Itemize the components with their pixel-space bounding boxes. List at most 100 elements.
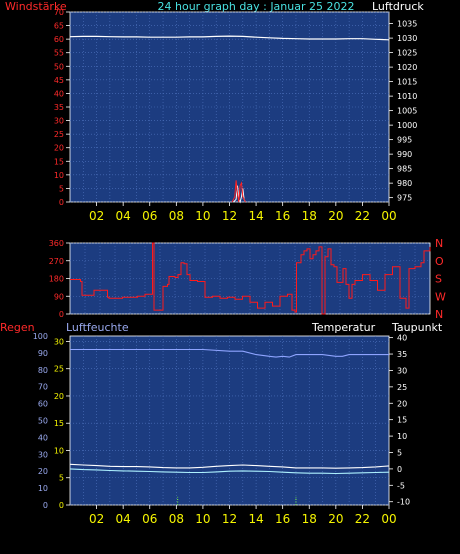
x-tick-label: 00 [381,209,396,223]
direction-tick-label: 0 [59,310,64,319]
temperature-tick-label: 20 [397,399,407,408]
temperature-tick-label: 15 [397,416,407,425]
pressure-tick-label: 1035 [397,20,417,29]
x-tick-label: 18 [302,209,317,223]
pressure-tick-label: 1010 [397,92,417,101]
humidity-tick-label: 80 [38,366,48,375]
wind-tick-label: 60 [54,35,64,44]
humidity-axis-title: Luftfeuchte [66,321,129,334]
wind-tick-label: 30 [54,117,64,126]
direction-tick-label: 90 [54,292,64,301]
temperature-tick-label: 25 [397,383,407,392]
x-tick-label: 10 [195,512,210,526]
temperature-tick-label: 30 [397,366,407,375]
compass-label: S [435,273,442,286]
dewpoint-axis-title: Taupunkt [391,321,443,334]
pressure-tick-label: 975 [397,194,412,203]
x-tick-label: 04 [116,209,131,223]
wind-tick-label: 65 [54,22,64,31]
humidity-tick-label: 10 [38,484,48,493]
wind-tick-label: 45 [54,76,64,85]
x-tick-label: 20 [328,512,343,526]
x-tick-label: 08 [169,209,184,223]
wind-tick-label: 0 [59,198,64,207]
compass-label: O [435,255,444,268]
rain-tick-label: 20 [54,392,64,401]
wind-tick-label: 50 [54,62,64,71]
pressure-tick-label: 1015 [397,78,417,87]
humidity-tick-label: 70 [38,383,48,392]
pressure-line [69,35,390,41]
compass-label: N [435,308,443,321]
pressure-tick-label: 1025 [397,49,417,58]
rain-tick-label: 5 [59,474,64,483]
wind-tick-label: 25 [54,130,64,139]
temperature-axis-title: Temperatur [311,321,376,334]
x-tick-label: 20 [328,209,343,223]
temperature-tick-label: 10 [397,432,407,441]
rain-tick-label: 10 [54,446,64,455]
pressure-tick-label: 995 [397,136,412,145]
temperature-tick-label: 35 [397,350,407,359]
temperature-tick-label: 5 [397,448,402,457]
wind-line [231,180,246,203]
x-tick-label: 10 [195,209,210,223]
rain-axis-title: Regen [0,321,35,334]
direction-tick-label: 360 [49,239,64,248]
wind-tick-label: 10 [54,171,64,180]
x-tick-label: 18 [302,512,317,526]
x-tick-label: 08 [169,512,184,526]
pressure-tick-label: 1020 [397,63,417,72]
humidity-tick-label: 100 [33,332,48,341]
wind-axis-title: Windstärke [5,0,67,13]
gust-line [233,185,246,204]
x-tick-label: 04 [116,512,131,526]
x-tick-label: 22 [355,512,370,526]
humidity-tick-label: 40 [38,433,48,442]
pressure-tick-label: 985 [397,165,412,174]
wind-tick-label: 70 [54,8,64,17]
humidity-tick-label: 60 [38,400,48,409]
rain-tick-label: 0 [59,501,64,510]
wind-tick-label: 15 [54,157,64,166]
temperature-line [69,463,390,469]
x-tick-label: 02 [89,209,104,223]
wind-tick-label: 20 [54,144,64,153]
x-tick-label: 12 [222,209,237,223]
temperature-tick-label: 40 [397,334,407,343]
temperature-tick-label: -5 [397,481,405,490]
humidity-line [70,348,389,358]
humidity-tick-label: 90 [38,349,48,358]
x-tick-label: 14 [248,512,263,526]
x-tick-label: 00 [381,512,396,526]
pressure-tick-label: 1030 [397,34,417,43]
compass-label: W [435,290,446,303]
wind-direction-line [70,242,431,315]
direction-tick-label: 180 [49,275,64,284]
rain-tick-label: 30 [54,337,64,346]
humidity-tick-label: 20 [38,467,48,476]
rain-tick-label: 25 [54,365,64,374]
pressure-axis-title: Luftdruck [372,0,424,13]
rain-tick-label: 15 [54,419,64,428]
humidity-tick-label: 30 [38,450,48,459]
pressure-tick-label: 990 [397,150,412,159]
wind-tick-label: 55 [54,49,64,58]
x-tick-label: 16 [275,209,290,223]
humidity-tick-label: 50 [38,417,48,426]
x-tick-label: 12 [222,512,237,526]
wind-tick-label: 40 [54,89,64,98]
dewpoint-line [69,468,390,475]
chart-title: 24 hour graph day : Januar 25 2022 [158,0,355,13]
temperature-tick-label: 0 [397,465,402,474]
x-tick-label: 14 [248,209,263,223]
x-tick-label: 22 [355,209,370,223]
pressure-tick-label: 1000 [397,121,417,130]
x-tick-label: 06 [142,209,157,223]
temperature-tick-label: -10 [397,498,410,507]
pressure-tick-label: 1005 [397,107,417,116]
x-tick-label: 02 [89,512,104,526]
compass-label: N [435,237,443,250]
x-tick-label: 16 [275,512,290,526]
